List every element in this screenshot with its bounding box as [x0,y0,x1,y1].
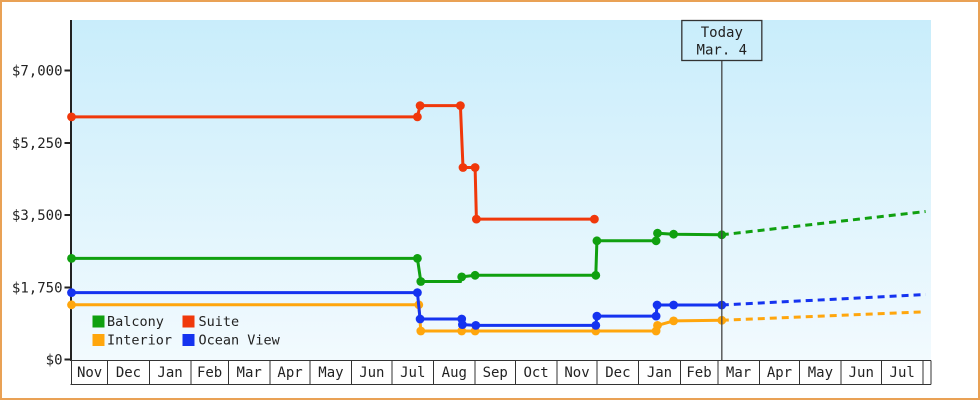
data-point-interior [457,326,467,336]
data-point-ocean-view [651,311,661,321]
data-point-suite [67,112,76,122]
month-label: Oct [523,365,548,381]
y-axis-line [70,20,72,361]
data-point-balcony [67,254,76,263]
legend-label-interior: Interior [107,333,172,349]
data-point-balcony [470,270,480,280]
data-point-suite [415,101,425,110]
month-label: Dec [116,365,141,381]
data-point-balcony [651,236,661,246]
month-label: Mar [237,365,262,381]
y-tick-label: $7,000 [12,64,63,80]
legend-label-balcony: Balcony [107,314,164,330]
projection-line-interior [721,310,926,322]
month-label: May [808,365,833,381]
month-label: Aug [442,365,467,381]
data-point-suite [458,163,468,172]
today-label-box [681,19,763,62]
y-tick [64,214,72,216]
plot-area [71,20,931,360]
data-point-interior [653,321,662,330]
data-point-suite [590,214,599,224]
data-point-suite [456,101,465,110]
legend-label-ocean-view: Ocean View [199,333,281,349]
month-label: Mar [726,365,751,381]
data-point-ocean-view [471,321,481,330]
y-tick-label: $0 [46,353,63,369]
month-label: Jun [359,365,384,381]
y-tick-label: $5,250 [12,136,63,152]
legend-swatch-suite [182,315,195,328]
axes-layer: $0 $1,750 $3,500 $5,250 $7,000 Nov Dec Jan Feb Ma… [12,20,932,385]
data-point-balcony [653,228,662,238]
month-label: Feb [197,365,222,381]
data-point-balcony [591,270,601,280]
projection-line-balcony [721,210,926,237]
month-label: Sep [483,365,508,381]
month-label: Nov [564,365,589,381]
legend-swatch-interior [92,334,105,346]
data-point-interior [67,300,76,310]
today-label: Today [701,25,743,41]
legend-swatch-ocean-view [182,334,195,346]
data-point-ocean-view [669,300,678,310]
month-label: Jan [647,365,672,381]
y-tick-label: $1,750 [12,280,63,296]
data-point-balcony [457,272,467,282]
month-label: Jul [400,365,425,381]
today-annotation: Today Mar. 4 [681,19,763,361]
data-point-ocean-view [592,311,602,321]
data-point-ocean-view [652,300,662,310]
y-tick-label: $3,500 [12,208,63,224]
data-point-suite [413,112,422,122]
legend-label-suite: Suite [199,314,240,330]
data-point-ocean-view [67,288,76,297]
data-point-balcony [669,229,678,239]
data-point-ocean-view [415,314,425,324]
month-label: Apr [767,365,792,381]
month-label: Feb [686,365,711,381]
data-point-ocean-view [413,288,422,297]
month-label: Dec [605,365,630,381]
series-layer [67,101,926,336]
today-date-label: Mar. 4 [697,43,748,59]
month-label: Jul [890,365,915,381]
y-tick [64,69,72,72]
month-label: May [318,365,343,381]
data-point-interior [669,316,678,326]
month-label: Jan [157,365,182,381]
data-point-interior [416,326,426,336]
y-tick [64,358,72,361]
data-point-balcony [416,277,426,286]
data-point-suite [470,163,480,172]
legend: Balcony Suite Interior Ocean View [92,314,281,349]
y-tick [64,286,72,289]
data-point-ocean-view [591,321,601,330]
data-point-balcony [592,236,602,246]
month-label: Nov [77,365,102,381]
month-label: Apr [277,365,302,381]
legend-swatch-balcony [92,315,105,328]
data-point-balcony [413,254,422,263]
data-point-ocean-view [458,320,467,329]
y-tick [64,141,72,144]
projection-line-ocean-view [721,293,926,307]
month-label: Jun [849,365,874,381]
data-point-suite [472,214,481,224]
